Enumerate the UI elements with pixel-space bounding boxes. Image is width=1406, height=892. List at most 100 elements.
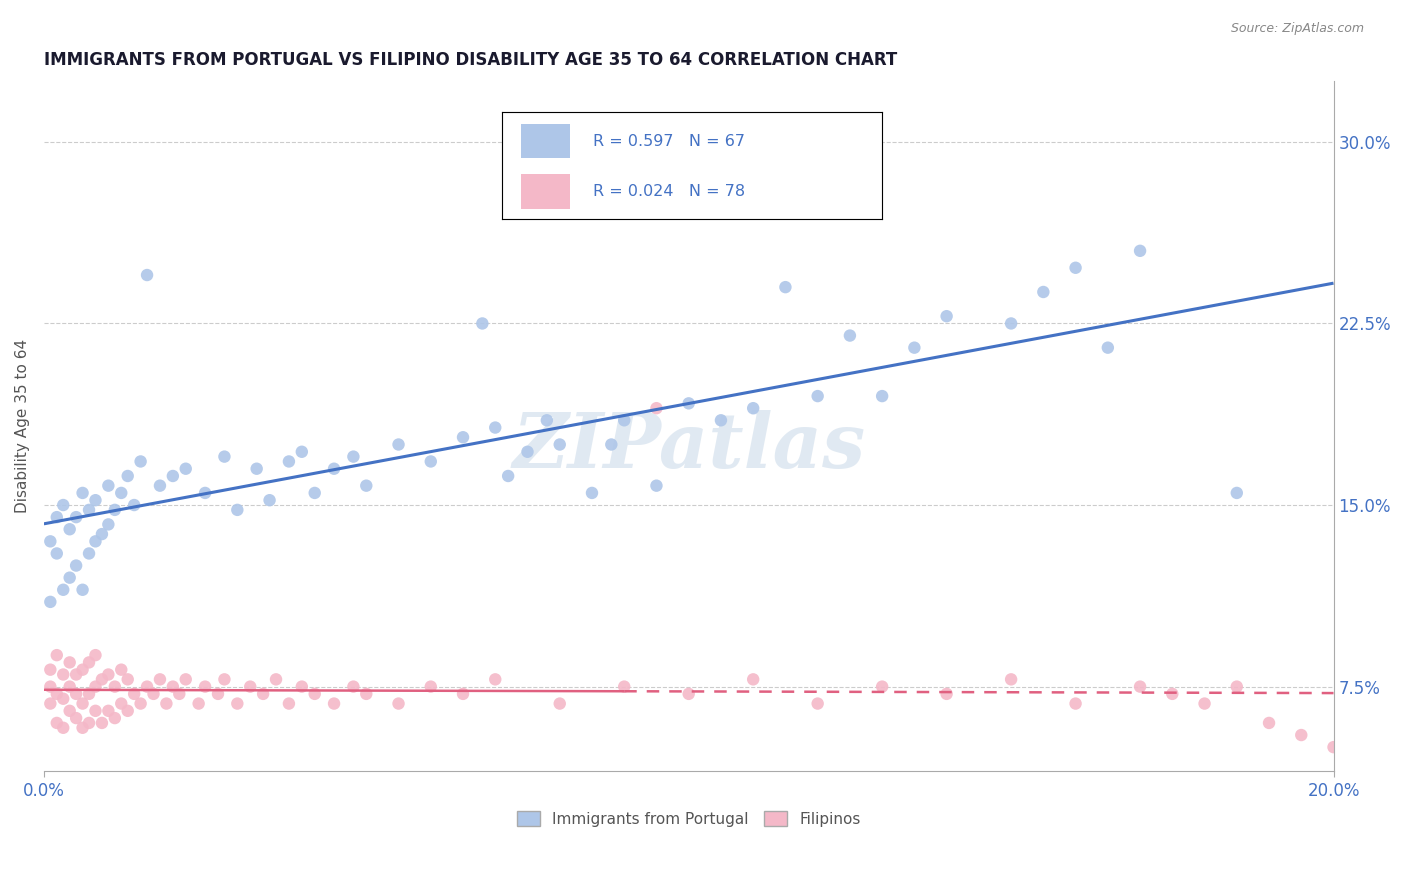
Point (97, 478, 120, 492)
Text: IMMIGRANTS FROM PORTUGAL VS FILIPINO DISABILITY AGE 35 TO 64 CORRELATION CHART: IMMIGRANTS FROM PORTUGAL VS FILIPINO DIS… (44, 51, 897, 69)
Point (72, 486, 94, 500)
Point (356, 687, 378, 701)
Point (84, 648, 107, 662)
Text: ZIPatlas: ZIPatlas (512, 410, 865, 484)
Point (65, 667, 87, 681)
Point (226, 697, 249, 711)
Point (548, 437, 571, 451)
Point (356, 478, 378, 492)
Point (84, 534, 107, 549)
Point (45, 546, 67, 560)
Point (65, 687, 87, 701)
Point (52, 498, 75, 512)
Point (451, 430, 474, 444)
Point (1322, 740, 1344, 755)
Point (39, 534, 62, 549)
Point (84, 493, 107, 508)
Point (387, 697, 409, 711)
Point (142, 687, 165, 701)
Point (65, 711, 87, 725)
Point (1064, 697, 1087, 711)
Point (45, 648, 67, 662)
Point (52, 667, 75, 681)
Point (935, 309, 957, 323)
Point (264, 673, 287, 687)
Point (77, 546, 100, 560)
Point (45, 687, 67, 701)
Point (59, 656, 82, 670)
Point (451, 687, 474, 701)
Point (1129, 244, 1152, 258)
Point (678, 687, 700, 701)
Point (72, 697, 94, 711)
Point (110, 486, 132, 500)
Point (59, 704, 82, 718)
Point (39, 663, 62, 677)
Point (419, 680, 441, 694)
Point (304, 687, 326, 701)
Point (484, 673, 506, 687)
Point (1226, 486, 1249, 500)
Point (52, 721, 75, 735)
Point (129, 454, 152, 468)
Point (1129, 680, 1152, 694)
Point (45, 510, 67, 524)
Point (304, 486, 326, 500)
Point (870, 680, 893, 694)
Point (90, 527, 112, 541)
Point (496, 469, 519, 483)
Point (136, 268, 159, 282)
Point (342, 450, 364, 464)
Point (59, 680, 82, 694)
Point (59, 522, 82, 536)
Point (246, 461, 269, 475)
Point (117, 673, 139, 687)
Point (162, 680, 184, 694)
Point (122, 498, 145, 512)
Point (187, 697, 209, 711)
Point (72, 721, 94, 735)
Point (155, 697, 177, 711)
Point (174, 673, 197, 687)
Point (59, 571, 82, 585)
Point (775, 280, 797, 294)
Point (110, 663, 132, 677)
Point (710, 413, 733, 427)
Point (259, 493, 281, 508)
Point (1064, 260, 1087, 275)
Point (1032, 285, 1054, 299)
Point (252, 687, 274, 701)
Point (838, 328, 860, 343)
Point (39, 680, 62, 694)
Point (516, 444, 538, 458)
Point (136, 680, 159, 694)
Legend: Immigrants from Portugal, Filipinos: Immigrants from Portugal, Filipinos (510, 805, 866, 833)
Point (1291, 728, 1313, 742)
Point (645, 478, 668, 492)
Point (84, 680, 107, 694)
Point (226, 503, 249, 517)
Point (117, 469, 139, 483)
Point (65, 558, 87, 573)
Point (1000, 317, 1022, 331)
Point (536, 413, 558, 427)
Point (1226, 680, 1249, 694)
Point (90, 673, 112, 687)
Point (600, 437, 623, 451)
Point (122, 687, 145, 701)
Point (1161, 687, 1184, 701)
Point (239, 680, 262, 694)
Point (104, 711, 127, 725)
Point (807, 697, 830, 711)
Point (77, 656, 100, 670)
Point (45, 715, 67, 730)
Point (387, 437, 409, 451)
Point (291, 680, 314, 694)
Point (645, 401, 668, 416)
Point (935, 687, 957, 701)
Point (277, 697, 299, 711)
Point (870, 389, 893, 403)
Point (129, 697, 152, 711)
Point (342, 680, 364, 694)
Point (1194, 697, 1216, 711)
